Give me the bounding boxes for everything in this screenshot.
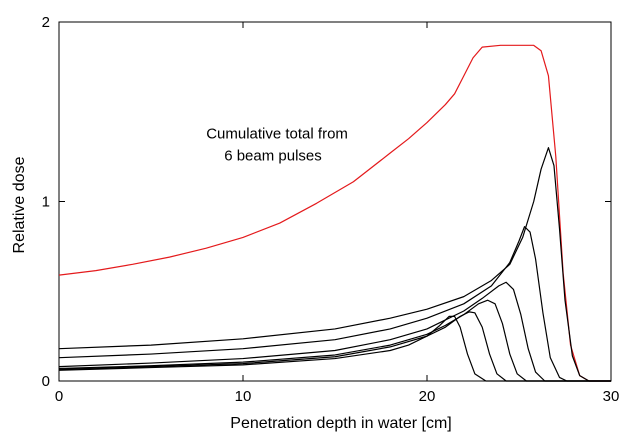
plot-frame-border (58, 21, 612, 382)
y-axis-label: Relative dose (11, 156, 28, 253)
series-layer (58, 44, 611, 382)
series-line-pulse-6 (58, 147, 611, 382)
x-tick-label: 0 (55, 388, 63, 405)
x-tick-label: 20 (419, 388, 436, 405)
plot-frame (58, 21, 612, 382)
series-line-pulse-1 (58, 315, 611, 382)
y-tick-label: 2 (42, 14, 50, 31)
y-tick-label: 0 (42, 373, 50, 390)
series-line-pulse-3 (58, 299, 611, 382)
x-axis-label: Penetration depth in water [cm] (230, 415, 451, 432)
x-tick-label: 30 (603, 388, 620, 405)
tick-layer: 0 10 20 30 0 1 2 (42, 14, 620, 405)
annotation-line-2: 6 beam pulses (224, 148, 322, 165)
series-line-pulse-4 (58, 281, 611, 382)
annotation-layer: Cumulative total from 6 beam pulses (206, 126, 348, 165)
series-line-cumulative-total (58, 44, 611, 382)
annotation-line-1: Cumulative total from (206, 126, 348, 143)
series-line-pulse-5 (58, 226, 611, 382)
x-tick-label: 10 (235, 388, 252, 405)
y-tick-label: 1 (42, 194, 50, 211)
